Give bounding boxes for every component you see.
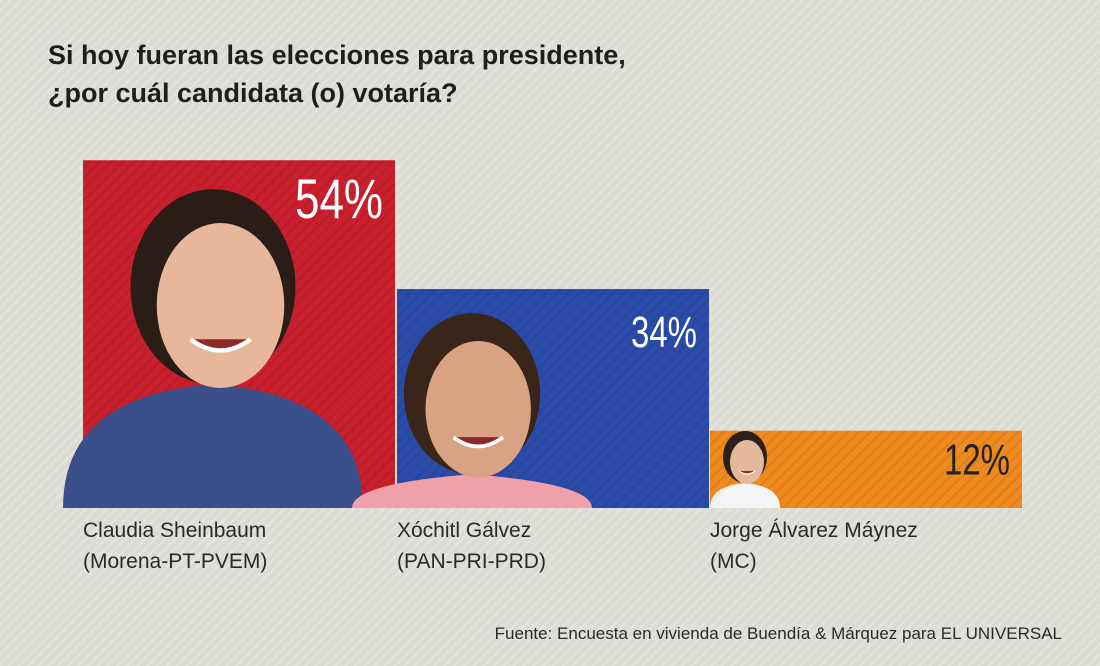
candidate-party: (MC)	[710, 550, 757, 573]
candidate-label-galvez: Xóchitl Gálvez (PAN-PRI-PRD)	[397, 515, 546, 577]
candidate-name: Xóchitl Gálvez	[397, 519, 532, 542]
candidate-party: (Morena-PT-PVEM)	[83, 550, 268, 573]
candidate-portrait	[710, 431, 780, 508]
chart-title: Si hoy fueran las elecciones para presid…	[48, 36, 626, 112]
bar-group: 54%	[63, 160, 395, 509]
bar-group: 12%	[710, 430, 1022, 508]
candidate-portrait	[63, 189, 363, 508]
candidate-portrait	[352, 313, 592, 508]
title-line-2: ¿por cuál candidata (o) votaría?	[48, 78, 458, 108]
source-note: Fuente: Encuesta en vivienda de Buendía …	[494, 624, 1062, 643]
data-label: 12%	[944, 436, 1010, 485]
candidate-name: Claudia Sheinbaum	[83, 519, 267, 542]
bar-group: 34%	[352, 289, 709, 508]
candidate-label-maynez: Jorge Álvarez Máynez (MC)	[710, 515, 918, 577]
candidate-party: (PAN-PRI-PRD)	[397, 550, 546, 573]
data-label: 34%	[631, 308, 697, 357]
title-line-1: Si hoy fueran las elecciones para presid…	[48, 40, 626, 70]
data-label: 54%	[295, 167, 383, 230]
candidate-label-sheinbaum: Claudia Sheinbaum (Morena-PT-PVEM)	[83, 515, 267, 577]
candidate-name: Jorge Álvarez Máynez	[710, 519, 918, 542]
